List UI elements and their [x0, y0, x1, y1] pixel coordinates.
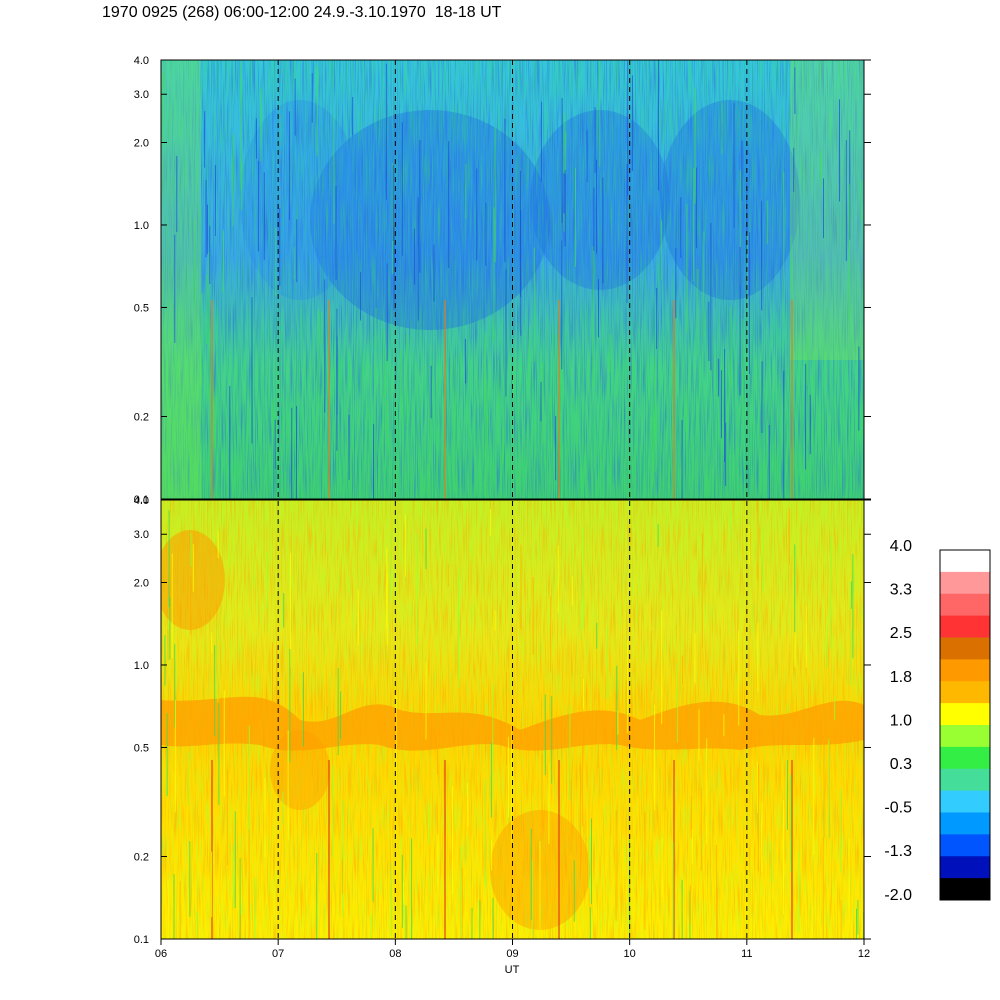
colorbar-swatch	[940, 703, 990, 726]
y-tick-label: 4.0	[134, 495, 149, 507]
colorbar-swatch	[940, 790, 990, 813]
upper-high-edge-band	[790, 60, 864, 360]
colorbar-swatch	[940, 659, 990, 682]
colorbar-label: 1.0	[890, 712, 912, 729]
colorbar-swatch	[940, 812, 990, 835]
lower-high-level-region	[161, 530, 225, 630]
y-tick-label: 0.1	[134, 934, 149, 946]
colorbar-swatch	[940, 856, 990, 879]
x-tick-label: 08	[389, 948, 401, 960]
lower-high-level-region	[270, 730, 330, 810]
colorbar-swatch	[940, 615, 990, 638]
x-axis: 06 07 08 09 10 11 12	[155, 939, 870, 960]
upper-high-edge-band	[161, 60, 201, 499]
chart-title: 1970 0925 (268) 06:00-12:00 24.9.-3.10.1…	[102, 4, 502, 21]
colorbar-swatch	[940, 593, 990, 617]
y-tick-label: 0.2	[134, 412, 149, 424]
x-tick-label: 09	[506, 948, 518, 960]
hour-markers	[277, 60, 748, 939]
x-tick-label: 10	[624, 948, 636, 960]
colorbar-swatch	[940, 637, 990, 660]
lower-panel	[161, 500, 864, 939]
colorbar-label: 3.3	[890, 582, 912, 599]
x-tick-label: 12	[858, 948, 870, 960]
x-tick-label: 07	[272, 948, 284, 960]
colorbar-swatch	[940, 681, 990, 704]
y-tick-label: 2.0	[134, 577, 149, 589]
upper-spikes	[161, 60, 863, 499]
colorbar-swatch	[940, 550, 990, 573]
lower-high-level-band	[161, 696, 864, 751]
colorbar-label: 1.8	[890, 669, 912, 686]
colorbar-label: 2.5	[890, 625, 912, 642]
y-tick-label: 3.0	[134, 529, 149, 541]
colorbar-label: -1.3	[884, 843, 912, 860]
colorbar-swatch	[940, 571, 990, 595]
x-tick-label: 06	[155, 948, 167, 960]
colorbar-frame	[939, 549, 991, 901]
colorbar-swatch	[940, 834, 990, 857]
x-axis-label: UT	[505, 964, 520, 976]
colorbar-swatch	[940, 768, 990, 792]
y-tick-label: 3.0	[134, 89, 149, 101]
colorbar: 4.0 3.3 2.5 1.8 1.0 0.3 -0.5 -1.3 -2.0	[884, 538, 991, 904]
colorbar-label: 4.0	[890, 538, 912, 555]
y-axes: 0.10.20.51.02.03.04.00.10.20.51.02.03.04…	[134, 55, 871, 946]
colorbar-swatch	[940, 746, 990, 770]
y-tick-label: 4.0	[134, 55, 149, 67]
colorbar-label: -2.0	[884, 887, 912, 904]
y-tick-label: 0.2	[134, 852, 149, 864]
y-tick-label: 0.5	[134, 302, 149, 314]
colorbar-label: 0.3	[890, 756, 912, 773]
y-tick-label: 0.5	[134, 742, 149, 754]
y-tick-label: 1.0	[134, 220, 149, 232]
colorbar-swatch	[940, 725, 990, 748]
x-tick-label: 11	[741, 948, 752, 960]
colorbar-label: -0.5	[884, 800, 912, 817]
y-tick-label: 1.0	[134, 660, 149, 672]
colorbar-swatch	[940, 878, 990, 901]
y-tick-label: 0.1	[134, 494, 149, 506]
y-tick-label: 2.0	[134, 137, 149, 149]
